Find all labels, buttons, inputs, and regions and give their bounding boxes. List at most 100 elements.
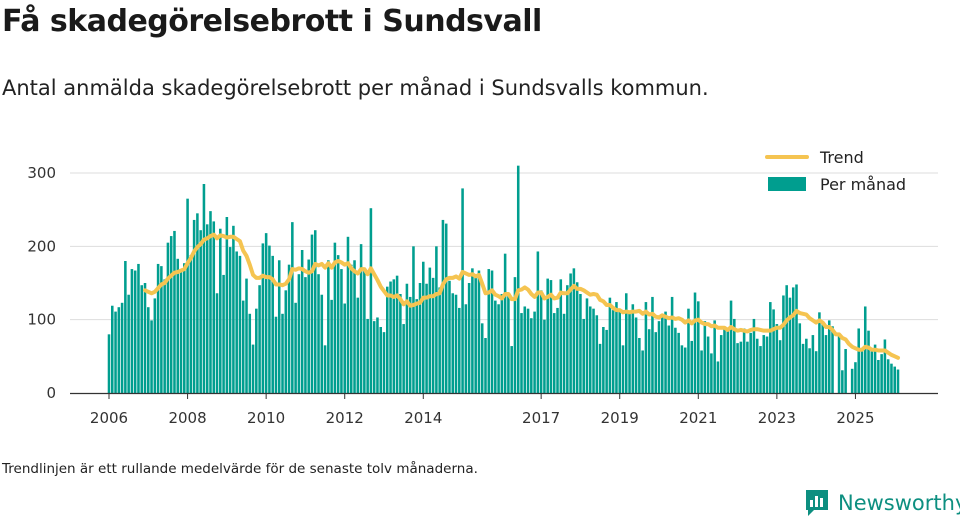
- bar: [556, 307, 559, 393]
- bar: [176, 258, 180, 393]
- bar: [291, 222, 294, 393]
- x-tick-label: 2010: [247, 409, 285, 427]
- bar: [284, 290, 288, 393]
- bar: [271, 255, 274, 393]
- bar: [814, 351, 818, 393]
- bar: [160, 266, 163, 393]
- x-tick-label: 2008: [168, 409, 206, 427]
- bar: [546, 278, 549, 393]
- bar: [471, 268, 474, 393]
- bar: [399, 294, 402, 393]
- bar: [615, 302, 618, 393]
- brand-name: Newsworthy: [838, 491, 960, 515]
- bar: [274, 316, 278, 393]
- bar: [883, 339, 887, 393]
- bar: [114, 311, 117, 393]
- bar: [349, 264, 353, 393]
- bar: [336, 255, 340, 393]
- bar: [153, 298, 157, 393]
- bar: [386, 286, 389, 393]
- bar: [762, 335, 766, 393]
- bar: [474, 276, 477, 393]
- bar: [255, 308, 258, 393]
- bar: [664, 311, 667, 393]
- bar: [310, 234, 314, 393]
- bar: [700, 350, 703, 393]
- bar: [294, 302, 297, 393]
- brand-logo[interactable]: Newsworthy: [804, 487, 960, 519]
- bar: [746, 341, 749, 393]
- y-tick-label: 300: [27, 164, 56, 182]
- bar: [205, 224, 209, 393]
- bar: [235, 251, 238, 393]
- bar: [133, 270, 137, 393]
- bar: [415, 299, 419, 393]
- bar: [798, 323, 802, 393]
- bar: [661, 317, 664, 393]
- bar: [523, 306, 527, 393]
- bar: [353, 260, 356, 393]
- bar: [143, 283, 147, 393]
- bar: [631, 304, 635, 393]
- bar: [634, 317, 638, 393]
- bar: [395, 275, 399, 393]
- bar: [209, 211, 212, 393]
- legend-bar-swatch: [768, 177, 806, 191]
- bar: [821, 322, 824, 393]
- x-tick-label: 2025: [836, 409, 874, 427]
- bar: [873, 344, 877, 393]
- bar: [562, 313, 566, 393]
- bar: [647, 329, 651, 393]
- bar: [405, 283, 409, 393]
- bar: [765, 336, 769, 393]
- bar: [120, 302, 124, 393]
- bar: [775, 324, 779, 393]
- bar: [854, 362, 857, 393]
- x-tick-label: 2006: [90, 409, 128, 427]
- bar: [850, 368, 854, 393]
- bar: [127, 294, 130, 393]
- bar: [877, 360, 880, 393]
- bar: [710, 353, 713, 393]
- bar: [150, 320, 153, 393]
- bar: [124, 261, 127, 393]
- bar: [343, 303, 346, 393]
- bar: [297, 274, 301, 393]
- bar: [107, 334, 111, 393]
- bar: [870, 349, 874, 393]
- x-tick-label: 2023: [758, 409, 796, 427]
- bar: [549, 280, 553, 393]
- bar: [179, 269, 183, 393]
- bar: [582, 318, 585, 393]
- bar: [788, 297, 792, 393]
- bar: [739, 341, 743, 393]
- bar: [228, 247, 232, 393]
- bar: [458, 307, 461, 393]
- bar: [307, 259, 310, 393]
- bar: [261, 243, 265, 393]
- bar: [245, 278, 248, 393]
- bar: [831, 326, 834, 393]
- bar: [736, 343, 739, 393]
- bar: [697, 301, 700, 393]
- bar: [346, 236, 350, 393]
- bar: [199, 230, 202, 393]
- bar: [526, 308, 530, 393]
- bar: [608, 297, 612, 393]
- trend-line: [143, 232, 900, 360]
- bar: [674, 327, 677, 393]
- bar: [644, 302, 648, 393]
- bar: [818, 312, 821, 393]
- bar: [202, 184, 206, 393]
- bar: [451, 293, 455, 393]
- bar: [575, 282, 579, 393]
- x-tick-label: 2021: [679, 409, 717, 427]
- bar: [860, 348, 864, 393]
- bar: [680, 345, 684, 393]
- x-tick-label: 2012: [326, 409, 364, 427]
- bar: [890, 363, 893, 393]
- bar: [382, 332, 386, 393]
- bar: [867, 330, 870, 393]
- bar: [824, 335, 828, 393]
- bar: [372, 321, 376, 393]
